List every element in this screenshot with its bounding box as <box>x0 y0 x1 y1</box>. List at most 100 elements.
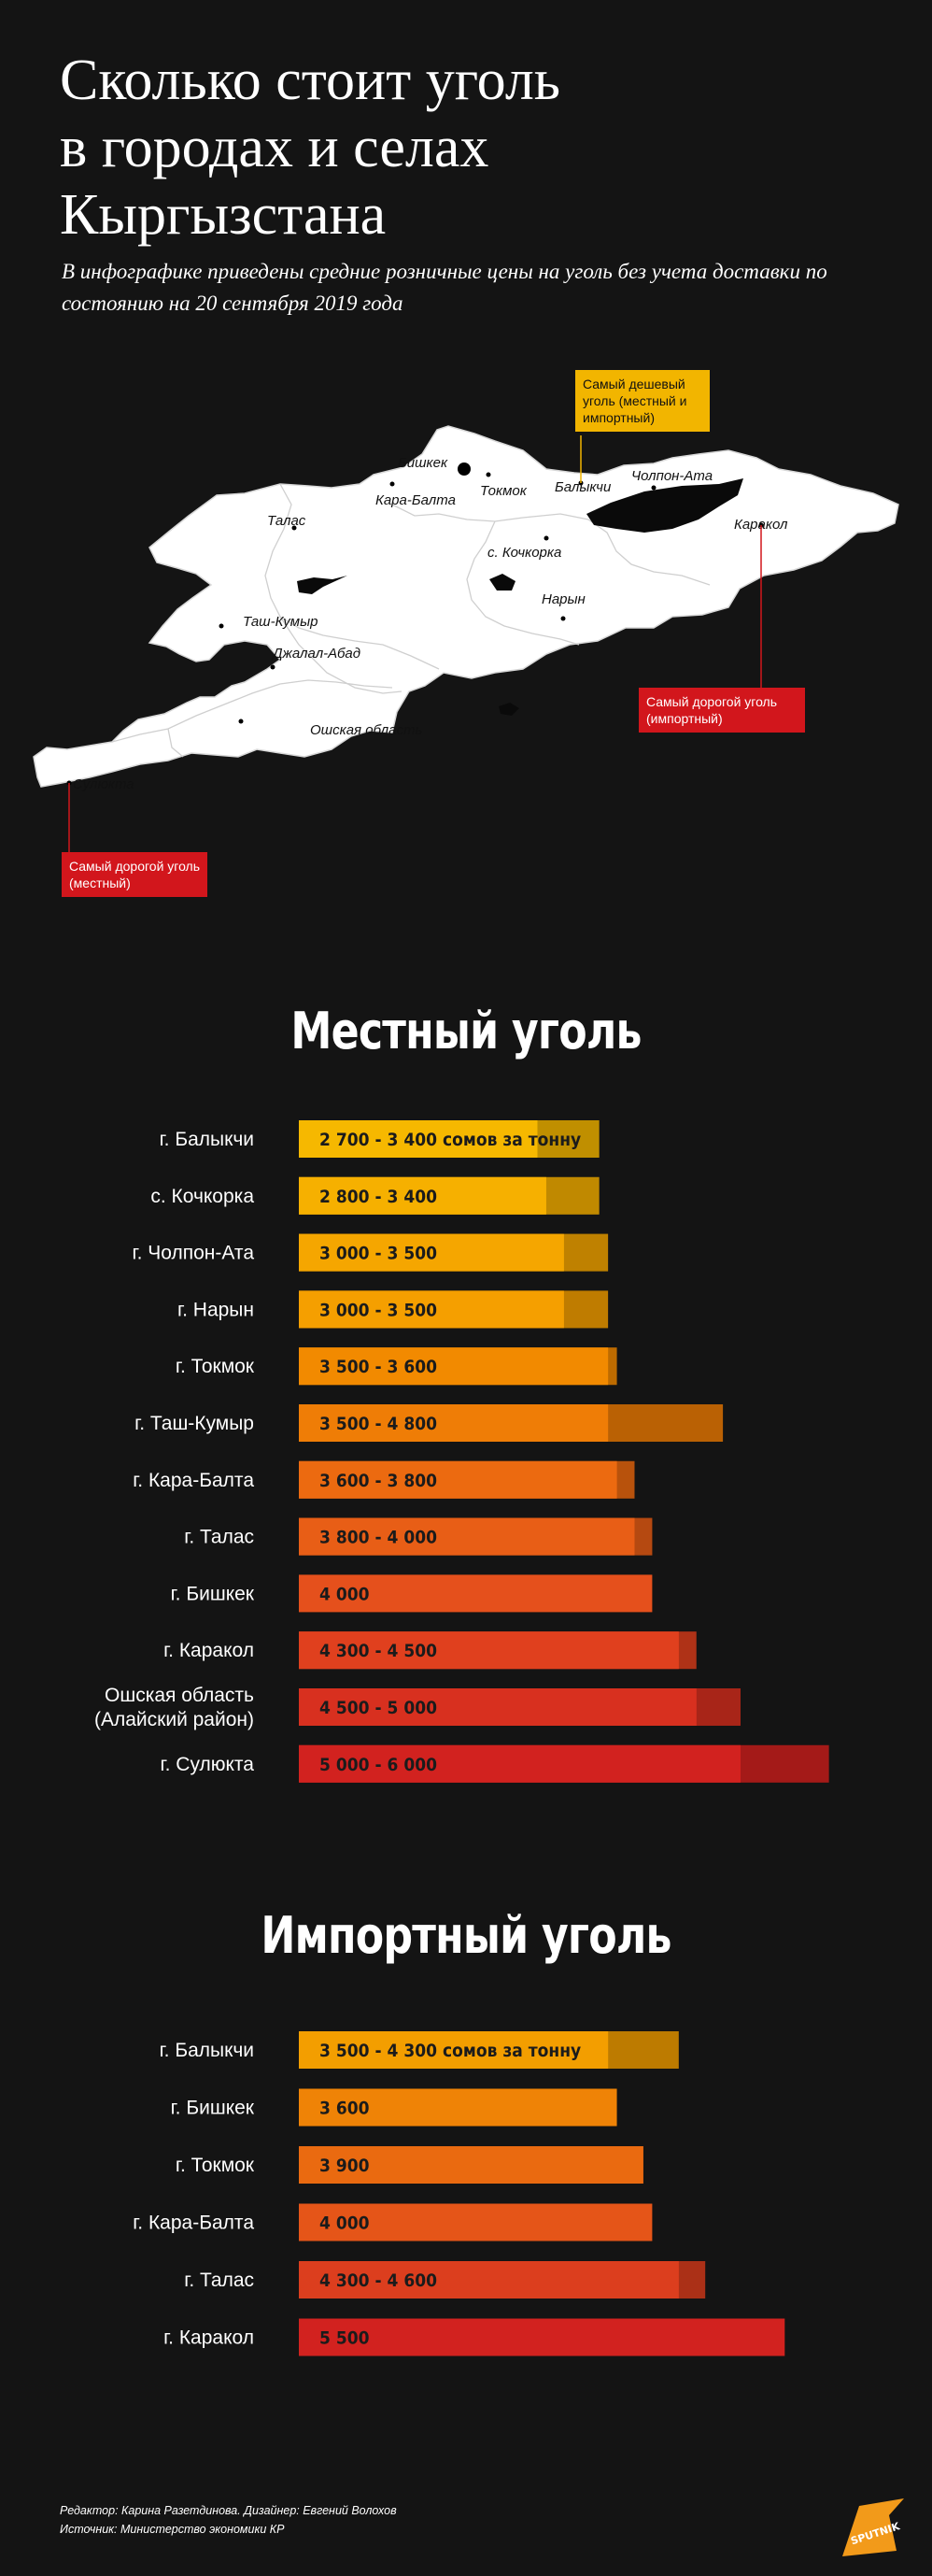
category-label-0-8: г. Бишкек <box>171 1583 255 1604</box>
imported-coal-title: Импортный уголь <box>261 1906 671 1965</box>
sputnik-logo: SPUTNIK <box>840 2497 906 2558</box>
category-label-0-0: г. Балыкчи <box>160 1129 254 1150</box>
bar-min-0-6 <box>299 1460 617 1499</box>
category-label-0-5: г. Таш-Кумыр <box>134 1413 254 1434</box>
bar-value-label-0-10: 4 500 - 5 000 <box>319 1698 437 1718</box>
city-talas: Талас <box>267 513 306 529</box>
bar-min-0-2 <box>299 1233 564 1272</box>
bar-range-shade-0-5 <box>608 1404 724 1442</box>
bar-value-label-0-2: 3 000 - 3 500 <box>319 1244 437 1264</box>
kyrgyzstan-map: Бишкек Кара-Балта Токмок Балыкчи Чолпон-… <box>0 364 932 925</box>
bar-value-label-0-1: 2 800 - 3 400 <box>319 1187 437 1207</box>
city-sulyukta: Сулюкта <box>73 776 134 792</box>
bar-min-0-0 <box>299 1120 538 1158</box>
bar-value-label-0-8: 4 000 <box>319 1584 370 1604</box>
bar-range-shade-1-0 <box>608 2031 679 2069</box>
bar-value-label-1-0: 3 500 - 4 300 сомов за тонну <box>319 2041 581 2061</box>
callout-expensive-imported: Самый дорогой уголь (импортный) <box>639 688 805 733</box>
page-subtitle: В инфографике приведены средние розничны… <box>62 260 827 315</box>
chatyr-kul-lake <box>499 703 519 716</box>
city-kara-balta: Кара-Балта <box>375 492 456 508</box>
footer: Редактор: Карина Разетдинова. Дизайнер: … <box>60 2501 397 2539</box>
category-label-1-5: г. Каракол <box>163 2327 254 2349</box>
title-line-1: Сколько стоит уголь <box>60 49 561 112</box>
bar-min-1-4 <box>299 2261 679 2298</box>
imported-coal-chart: 3 500 - 4 300 сомов за тонну г. Балыкчи 3 … <box>0 2018 932 2373</box>
bar-min-0-5 <box>299 1404 609 1442</box>
toktogul-reservoir <box>297 576 347 594</box>
bar-range-shade-0-4 <box>608 1347 617 1386</box>
category-label-0-2: г. Чолпон-Ата <box>133 1243 255 1264</box>
city-jalal-abad: Джалал-Абад <box>271 646 360 662</box>
bar-min-1-5 <box>299 2318 785 2356</box>
bar-value-label-0-3: 3 000 - 3 500 <box>319 1300 437 1320</box>
city-karakol: Каракол <box>734 517 788 533</box>
callout-expensive-local: Самый дорогой уголь (местный) <box>62 852 207 897</box>
category-label-0-6: г. Кара-Балта <box>133 1470 254 1491</box>
bar-range-shade-0-6 <box>616 1460 635 1499</box>
page-title: Сколько стоит уголь в городах и селах Кы… <box>60 47 882 249</box>
bar-min-1-3 <box>299 2203 653 2242</box>
bar-range-shade-0-2 <box>563 1233 609 1272</box>
imported-coal-svg: 3 500 - 4 300 сомов за тонну г. Балыкчи 3 … <box>133 2031 785 2356</box>
bar-min-0-4 <box>299 1347 609 1386</box>
local-coal-chart: 2 700 - 3 400 сомов за тонну г. Балыкчи 2 … <box>0 1107 932 1799</box>
category-label-1-1: г. Бишкек <box>171 2098 255 2119</box>
bar-value-label-0-5: 3 500 - 4 800 <box>319 1414 437 1434</box>
bar-value-label-0-6: 3 600 - 3 800 <box>319 1471 437 1491</box>
bar-range-shade-1-4 <box>678 2261 706 2298</box>
bar-min-1-1 <box>299 2088 617 2127</box>
bar-value-label-1-4: 4 300 - 4 600 <box>319 2270 437 2291</box>
bar-value-label-0-9: 4 300 - 4 500 <box>319 1641 437 1661</box>
bar-value-label-0-7: 3 800 - 4 000 <box>319 1528 437 1548</box>
city-kochkorka: с. Кочкорка <box>487 545 561 561</box>
category-label-0-4: г. Токмок <box>176 1356 255 1377</box>
bishkek-marker <box>458 463 471 476</box>
bar-value-label-1-3: 4 000 <box>319 2213 370 2234</box>
city-tokmok: Токмок <box>480 483 528 499</box>
bar-value-label-1-5: 5 500 <box>319 2328 370 2349</box>
city-tash-kumyr: Таш-Кумыр <box>243 614 318 630</box>
bar-range-shade-0-1 <box>545 1176 600 1215</box>
category-label-0-10-1: (Алайский район) <box>94 1709 254 1730</box>
bar-min-0-11 <box>299 1744 741 1783</box>
issyk-kul-lake <box>586 478 743 533</box>
bar-min-0-1 <box>299 1176 546 1215</box>
bar-min-0-10 <box>299 1688 697 1726</box>
city-naryn: Нарын <box>542 591 586 607</box>
category-label-0-1: с. Кочкорка <box>150 1186 254 1207</box>
category-label-1-0: г. Балыкчи <box>160 2040 254 2061</box>
city-balykchy: Балыкчи <box>555 479 612 495</box>
city-cholpon-ata: Чолпон-Ата <box>631 468 713 484</box>
bar-range-shade-0-11 <box>741 1744 829 1783</box>
category-label-0-7: г. Талас <box>184 1527 254 1548</box>
bar-range-shade-0-3 <box>563 1290 609 1329</box>
category-label-1-2: г. Токмок <box>176 2155 255 2176</box>
bar-value-label-0-0: 2 700 - 3 400 сомов за тонну <box>319 1130 581 1150</box>
category-label-1-4: г. Талас <box>184 2270 254 2291</box>
title-line-2: в городах и селах <box>60 116 489 179</box>
callout-cheapest: Самый дешевый уголь (местный и импортный… <box>575 370 710 432</box>
footer-source: Источник: Министерство экономики КР <box>60 2523 285 2536</box>
bar-range-shade-0-9 <box>678 1631 697 1670</box>
category-label-1-3: г. Кара-Балта <box>133 2213 254 2234</box>
category-label-0-9: г. Каракол <box>163 1640 254 1661</box>
local-coal-title: Местный уголь <box>290 1002 642 1060</box>
region-osh: Ошская область <box>310 722 422 738</box>
bar-min-0-8 <box>299 1574 653 1613</box>
bar-min-0-7 <box>299 1517 635 1556</box>
bar-value-label-0-4: 3 500 - 3 600 <box>319 1357 437 1377</box>
bar-min-1-2 <box>299 2146 643 2184</box>
category-label-0-10: Ошская область <box>105 1685 254 1706</box>
bar-range-shade-0-7 <box>634 1517 653 1556</box>
city-bishkek: Бишкек <box>398 455 448 471</box>
bar-min-0-3 <box>299 1290 564 1329</box>
title-line-3: Кыргызстана <box>60 183 387 247</box>
bar-min-0-9 <box>299 1631 679 1670</box>
map-land <box>33 425 899 788</box>
bar-range-shade-0-10 <box>696 1688 741 1726</box>
local-coal-svg: 2 700 - 3 400 сомов за тонну г. Балыкчи 2 … <box>94 1120 829 1783</box>
bar-min-1-0 <box>299 2031 609 2069</box>
bar-range-shade-0-0 <box>537 1120 600 1158</box>
bar-value-label-1-2: 3 900 <box>319 2156 370 2176</box>
